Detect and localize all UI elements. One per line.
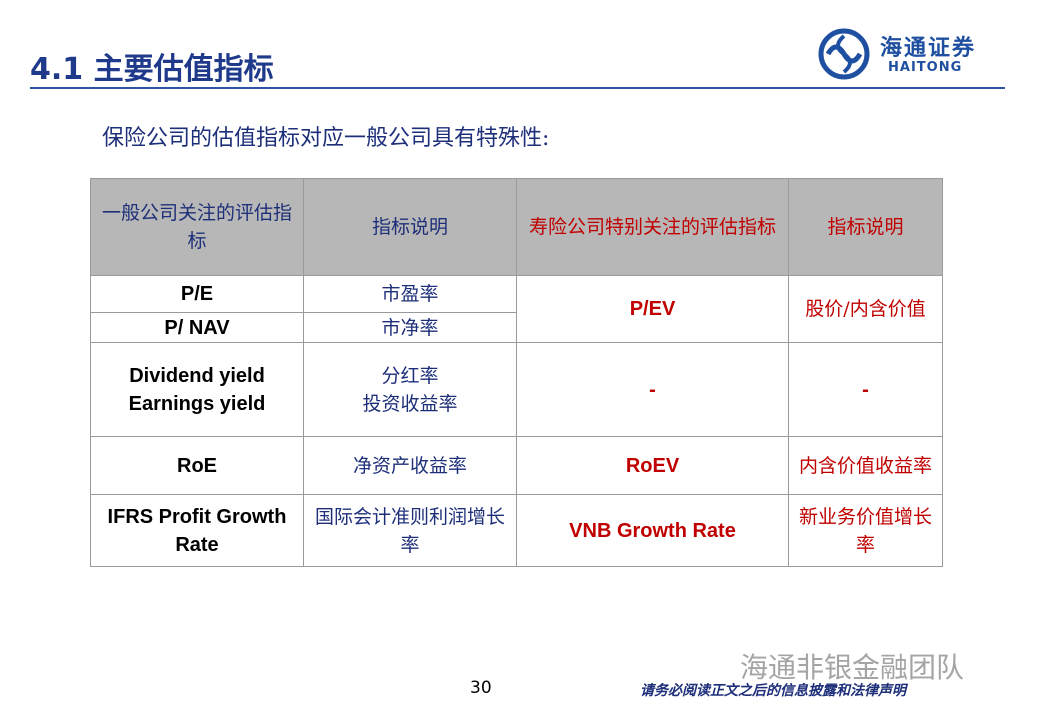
cell: VNB Growth Rate: [516, 494, 789, 567]
table-row: IFRS Profit Growth Rate 国际会计准则利润增长率 VNB …: [90, 494, 943, 567]
cell: -: [516, 342, 789, 437]
cell: RoEV: [516, 436, 789, 495]
cell: 新业务价值增长率: [788, 494, 943, 567]
cell: Dividend yield Earnings yield: [90, 342, 304, 437]
cell: -: [788, 342, 943, 437]
header-cell: 寿险公司特别关注的评估指标: [516, 178, 789, 276]
header-cell: 指标说明: [303, 178, 517, 276]
logo-icon: [818, 28, 870, 80]
cell: IFRS Profit Growth Rate: [90, 494, 304, 567]
title-rule: [30, 87, 1005, 89]
table-row: Dividend yield Earnings yield 分红率 投资收益率 …: [90, 342, 943, 437]
cell: 市净率: [303, 312, 517, 343]
logo-text: 海通证券: [880, 35, 977, 61]
slide-title: 4.1 主要估值指标: [30, 52, 274, 87]
cell: 股价/内含价值: [788, 275, 943, 343]
cell: P/ NAV: [90, 312, 304, 343]
table-row: P/ NAV 市净率: [90, 312, 943, 343]
cell: P/EV: [516, 275, 789, 343]
cell: RoE: [90, 436, 304, 495]
page-number: 30: [470, 678, 492, 698]
header-cell: 一般公司关注的评估指标: [90, 178, 304, 276]
intro-text: 保险公司的估值指标对应一般公司具有特殊性:: [102, 126, 550, 151]
table-row: RoE 净资产收益率 RoEV 内含价值收益率: [90, 436, 943, 495]
cell: 国际会计准则利润增长率: [303, 494, 517, 567]
cell: 市盈率: [303, 275, 517, 313]
valuation-table: 一般公司关注的评估指标 指标说明 寿险公司特别关注的评估指标 指标说明 P/E …: [90, 178, 943, 567]
cell: 内含价值收益率: [788, 436, 943, 495]
cell: 分红率 投资收益率: [303, 342, 517, 437]
logo-text-en: HAITONG: [888, 60, 963, 75]
cell-line: 分红率: [381, 364, 439, 387]
cell-line: Earnings yield: [128, 392, 266, 415]
cell-line: 投资收益率: [362, 392, 458, 415]
table-row: P/E 市盈率 P/EV 股价/内含价值: [90, 275, 943, 343]
cell-line: Dividend yield: [129, 364, 265, 387]
header-cell: 指标说明: [788, 178, 943, 276]
disclaimer: 请务必阅读正文之后的信息披露和法律声明: [640, 683, 906, 699]
watermark: 海通非银金融团队: [740, 651, 965, 684]
cell: 净资产收益率: [303, 436, 517, 495]
header-row: 一般公司关注的评估指标 指标说明 寿险公司特别关注的评估指标 指标说明: [90, 178, 943, 276]
cell: P/E: [90, 275, 304, 313]
